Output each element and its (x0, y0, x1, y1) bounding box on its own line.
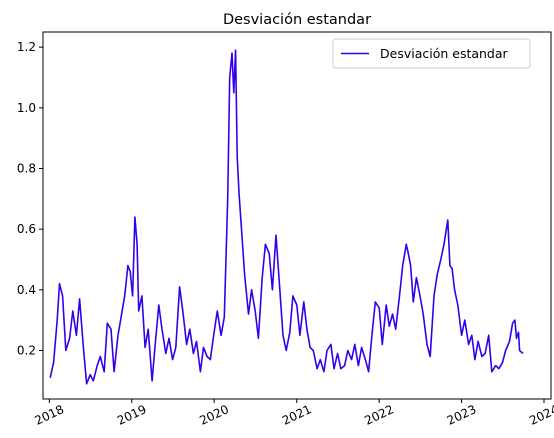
x-tick-label: 2024 (527, 402, 554, 428)
y-tick-label: 1.2 (17, 40, 36, 54)
y-axis: 0.2 0.4 0.6 0.8 1.0 1.2 (17, 40, 43, 357)
x-tick-label: 2023 (445, 402, 479, 428)
y-tick-label: 0.8 (17, 161, 36, 175)
legend-label: Desviación estandar (380, 46, 509, 61)
legend-box (332, 38, 531, 69)
y-tick-label: 0.6 (17, 222, 36, 236)
series-line-0 (49, 49, 524, 385)
plot-area-frame (42, 31, 552, 400)
x-tick-label: 2018 (33, 402, 67, 428)
legend: Desviación estandar (332, 38, 531, 69)
x-tick-label: 2020 (197, 402, 231, 428)
x-axis: 2018 2019 2020 2021 2022 2023 2024 (33, 399, 554, 428)
x-tick-label: 2021 (280, 402, 314, 428)
chart-title: Desviación estandar (223, 12, 371, 28)
x-tick-label: 2022 (362, 402, 396, 428)
y-tick-label: 1.0 (17, 101, 36, 115)
x-tick-label: 2019 (115, 402, 149, 428)
series-layer (49, 49, 524, 385)
y-tick-label: 0.4 (17, 283, 36, 297)
y-tick-label: 0.2 (17, 343, 36, 357)
